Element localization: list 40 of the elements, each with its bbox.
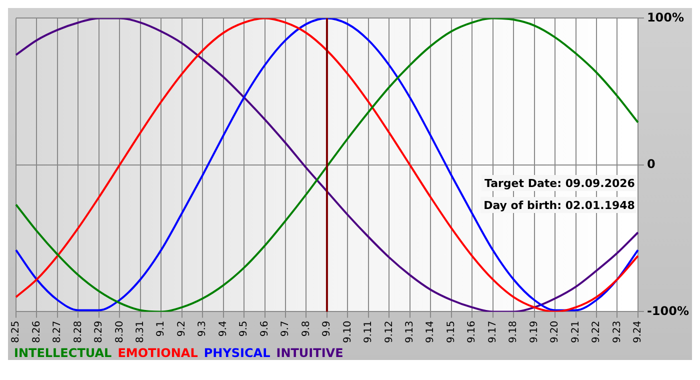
x-tick-label: 8.30 xyxy=(114,320,126,343)
text: INTELLECTUAL xyxy=(14,346,112,360)
x-tick-label: 8.26 xyxy=(31,320,42,343)
x-tick-label: 8.29 xyxy=(94,320,105,343)
x-tick-label: 9.11 xyxy=(363,320,374,343)
x-tick-label: 8.27 xyxy=(52,320,64,343)
x-tick-label: 9.7 xyxy=(280,320,292,337)
y-tick-label: 100% xyxy=(646,10,684,24)
x-tick-label: 9.6 xyxy=(259,320,270,337)
y-tick-label: 0 xyxy=(646,157,656,172)
x-tick-label: 9.14 xyxy=(425,320,436,343)
x-tick-label: 8.31 xyxy=(134,320,146,343)
y-tick-label: -100% xyxy=(646,304,690,318)
x-tick-label: 9.1 xyxy=(156,320,167,337)
x-tick-label: 8.25 xyxy=(10,320,22,343)
text: EMOTIONAL xyxy=(118,346,198,360)
text: PHYSICAL xyxy=(204,346,270,360)
x-tick-label: 9.10 xyxy=(342,320,354,343)
x-tick-label: 9.20 xyxy=(550,320,561,343)
x-tick-label: 9.15 xyxy=(446,320,457,343)
annotation: Day of birth: 02.01.1948 xyxy=(484,198,635,212)
x-tick-label: 9.13 xyxy=(404,320,416,343)
x-tick-label: 9.24 xyxy=(632,320,644,343)
x-tick-label: 9.23 xyxy=(612,320,623,343)
x-tick-label: 9.8 xyxy=(300,320,312,337)
x-tick-label: 9.4 xyxy=(218,320,229,337)
text: INTUITIVE xyxy=(276,346,344,360)
x-tick-label: 9.18 xyxy=(508,320,520,343)
x-tick-label: 9.12 xyxy=(384,320,395,343)
x-tick-label: 9.5 xyxy=(238,320,250,337)
x-tick-label: 9.19 xyxy=(528,320,540,343)
x-tick-label: 9.17 xyxy=(487,320,498,343)
x-tick-label: 9.2 xyxy=(176,320,188,337)
x-tick-label: 8.28 xyxy=(72,320,84,343)
annotation: Target Date: 09.09.2026 xyxy=(484,176,636,190)
x-tick-label: 9.16 xyxy=(466,320,478,343)
x-tick-label: 9.3 xyxy=(197,320,208,337)
x-tick-label: 9.21 xyxy=(570,320,582,343)
x-tick-label: 9.9 xyxy=(322,320,333,337)
x-tick-label: 9.22 xyxy=(591,320,602,343)
